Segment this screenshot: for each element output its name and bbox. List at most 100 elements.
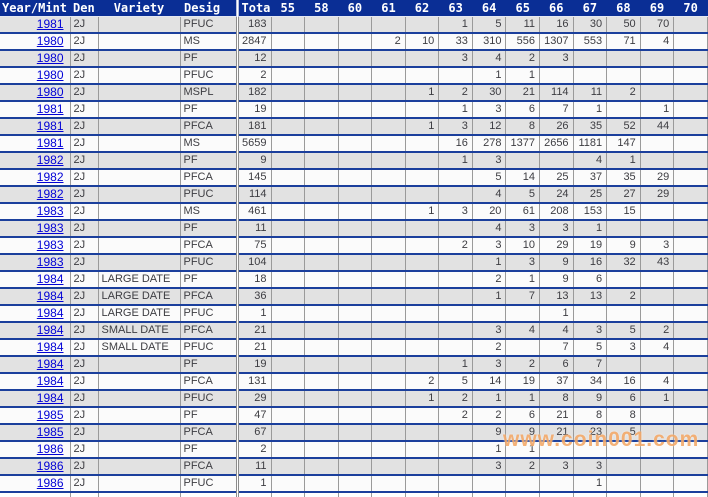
grade-cell: 2 [640,321,675,339]
empty-cell [304,491,339,497]
grade-cell: 2 [438,389,473,407]
year-link[interactable]: 1984 [36,322,64,337]
desig-cell: PF [180,219,238,237]
year-cell: 1985 [0,406,71,424]
grade-cell [405,457,440,475]
grade-cell [606,66,641,84]
year-link[interactable]: 1983 [36,220,64,235]
grade-cell: 278 [472,134,507,152]
year-link[interactable]: 1986 [36,458,64,473]
year-link[interactable]: 1981 [36,101,64,116]
grade-cell [371,100,406,118]
grade-cell [438,457,473,475]
header-cell-grade-69: 69 [640,0,674,17]
grade-cell [338,100,373,118]
grade-cell [640,457,675,475]
grade-cell [271,236,306,254]
year-link[interactable]: 1980 [36,84,64,99]
grade-cell [438,66,473,84]
year-cell: 1982 [0,151,71,169]
total-cell: 104 [235,253,272,271]
year-link[interactable]: 1986 [36,475,64,490]
year-link[interactable]: 1985 [36,407,64,422]
desig-cell: PFUC [180,16,238,33]
den-cell: 2J [70,16,99,33]
total-cell: 21 [235,321,272,339]
year-link[interactable]: 1981 [36,118,64,133]
grade-cell: 1 [472,253,507,271]
grade-cell: 3 [573,457,608,475]
year-link[interactable]: 1980 [36,33,64,48]
total-cell: 2 [235,440,272,458]
year-link[interactable]: 1984 [36,305,64,320]
table-row: 1980 2J MSPL 182 1 2 30 21 114 11 2 [0,83,708,101]
year-link[interactable]: 1983 [36,254,64,269]
year-link[interactable]: 1983 [36,203,64,218]
grade-cell: 70 [640,16,675,33]
grade-cell [271,32,306,50]
grade-cell: 1 [573,474,608,492]
den-cell: 2J [70,389,99,407]
year-link[interactable]: 1984 [36,271,64,286]
grade-cell [371,304,406,322]
den-cell: 2J [70,440,99,458]
year-link[interactable]: 1984 [36,373,64,388]
grade-cell: 2 [505,355,540,373]
grade-cell [438,440,473,458]
grade-cell [438,253,473,271]
year-link[interactable]: 1985 [36,424,64,439]
grade-cell: 5 [472,16,507,33]
grade-cell [271,474,306,492]
grade-cell [271,168,306,186]
year-link[interactable]: 1982 [36,186,64,201]
year-link[interactable]: 1984 [36,288,64,303]
grade-cell: 9 [472,423,507,441]
year-cell: 1981 [0,117,71,135]
year-link[interactable]: 1980 [36,67,64,82]
year-link[interactable]: 1981 [36,16,64,31]
den-cell: 2J [70,219,99,237]
grade-cell: 11 [505,16,540,33]
grade-cell: 6 [539,355,574,373]
grade-cell [304,406,339,424]
grade-cell [304,304,339,322]
year-link[interactable]: 1981 [36,135,64,150]
grade-cell: 1 [640,389,675,407]
grade-cell [640,151,675,169]
year-link[interactable]: 1982 [36,169,64,184]
year-link[interactable]: 1984 [36,390,64,405]
grade-cell [405,185,440,203]
grade-cell [371,117,406,135]
grade-cell: 4 [539,321,574,339]
desig-cell: PFUC [180,474,238,492]
den-cell: 2J [70,372,99,390]
year-link[interactable]: 1982 [36,152,64,167]
grade-cell [405,287,440,305]
header-cell-grade-65: 65 [505,0,540,17]
grade-cell [539,66,574,84]
grade-cell [371,134,406,152]
grade-cell [271,457,306,475]
header-cell-grade-63: 63 [438,0,473,17]
grade-cell [606,270,641,288]
table-row: 1984 2J PF 19 1 3 2 6 7 [0,355,708,373]
grade-cell [539,151,574,169]
grade-cell [438,270,473,288]
year-cell: 1984 [0,287,71,305]
year-link[interactable]: 1984 [36,356,64,371]
den-cell: 2J [70,185,99,203]
grade-cell [304,49,339,67]
variety-cell [98,440,181,458]
desig-cell: PFCA [180,117,238,135]
grade-cell: 1 [472,389,507,407]
header-cell-desig: Desig [180,0,237,17]
grade-cell [438,168,473,186]
header-cell-grade-61: 61 [371,0,406,17]
year-link[interactable]: 1984 [36,339,64,354]
year-link[interactable]: 1980 [36,50,64,65]
year-link[interactable]: 1983 [36,237,64,252]
year-link[interactable]: 1986 [36,441,64,456]
table-row: 1983 2J PFUC 104 1 3 9 16 32 43 [0,253,708,271]
grade-cell [338,83,373,101]
grade-cell [271,83,306,101]
